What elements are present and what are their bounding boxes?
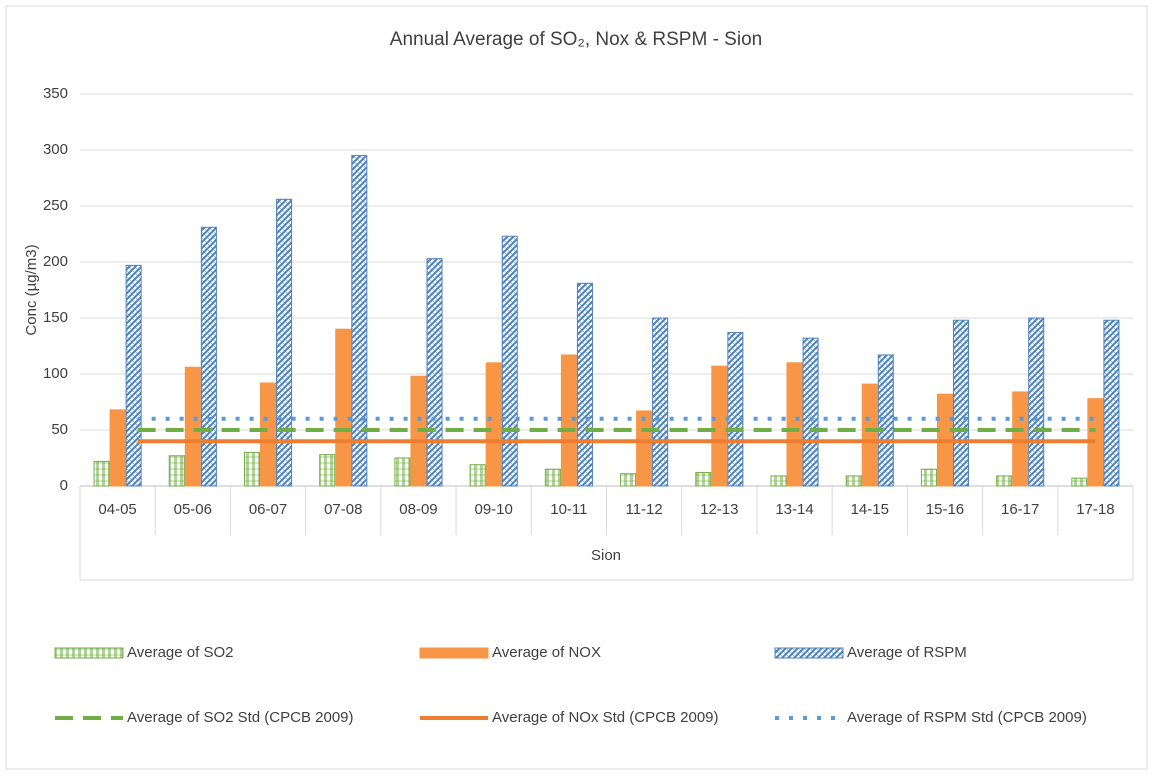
bar <box>786 362 803 487</box>
bar <box>620 473 637 487</box>
x-tick-label: 13-14 <box>775 501 813 518</box>
x-tick-label: 05-06 <box>174 501 212 518</box>
bar <box>394 457 411 487</box>
y-tick-label: 300 <box>43 141 68 158</box>
bar <box>125 264 142 487</box>
x-tick-label: 04-05 <box>98 501 136 518</box>
legend-label: Average of SO2 Std (CPCB 2009) <box>127 709 354 726</box>
bar <box>426 258 443 487</box>
x-tick-label: 07-08 <box>324 501 362 518</box>
bar <box>952 319 970 487</box>
chart-title: Annual Average of SO₂, Nox & RSPM - Sion <box>390 29 762 50</box>
bar <box>501 235 518 487</box>
y-tick-label: 50 <box>51 421 68 438</box>
bar <box>485 362 502 487</box>
bar <box>276 198 293 487</box>
legend-label: Average of NOX <box>492 644 601 661</box>
bar <box>695 472 712 487</box>
bar <box>319 454 336 487</box>
x-tick-label: 15-16 <box>926 501 964 518</box>
bar <box>351 155 368 487</box>
bar <box>920 468 937 487</box>
bar <box>770 475 787 487</box>
y-tick-label: 200 <box>43 253 68 270</box>
bar <box>861 383 878 487</box>
bar <box>1103 319 1120 487</box>
x-tick-label: 17-18 <box>1076 501 1114 518</box>
bar <box>93 460 110 487</box>
x-tick-label: 08-09 <box>399 501 437 518</box>
bar <box>576 282 593 487</box>
y-axis-label: Conc (µg/m3) <box>23 244 40 335</box>
y-tick-label: 150 <box>43 309 68 326</box>
bar <box>1028 317 1045 487</box>
x-tick-label: 14-15 <box>851 501 889 518</box>
bar <box>802 337 819 487</box>
bar <box>1012 391 1029 487</box>
x-tick-label: 10-11 <box>550 501 587 518</box>
y-tick-label: 350 <box>43 85 68 102</box>
bar <box>877 354 894 487</box>
x-tick-label: 06-07 <box>249 501 287 518</box>
x-group-label: Sion <box>591 547 621 564</box>
legend-label: Average of NOx Std (CPCB 2009) <box>492 709 719 726</box>
x-tick-label: 09-10 <box>474 501 512 518</box>
x-tick-label: 12-13 <box>700 501 738 518</box>
bar <box>544 468 561 487</box>
x-tick-label: 11-12 <box>625 501 662 518</box>
bar <box>243 451 261 487</box>
y-tick-label: 250 <box>43 197 68 214</box>
legend-label: Average of RSPM <box>847 644 967 661</box>
bar <box>652 317 669 487</box>
y-tick-label: 100 <box>43 365 68 382</box>
bar <box>1071 477 1088 487</box>
bar <box>711 365 728 487</box>
bar <box>636 410 653 487</box>
bar <box>845 475 862 487</box>
bar <box>727 332 744 487</box>
legend-label: Average of RSPM Std (CPCB 2009) <box>847 709 1087 726</box>
bar <box>335 328 352 487</box>
legend-swatch <box>774 647 844 659</box>
bar <box>109 409 126 487</box>
legend-label: Average of SO2 <box>127 644 233 661</box>
bar <box>184 366 201 487</box>
bar <box>168 455 185 487</box>
bar <box>469 464 486 487</box>
bar <box>996 475 1013 487</box>
y-tick-label: 0 <box>60 477 68 494</box>
legend-swatch <box>419 647 489 659</box>
x-tick-label: 16-17 <box>1001 501 1039 518</box>
bar <box>260 382 277 487</box>
bar <box>200 226 217 487</box>
legend-swatch <box>54 647 124 659</box>
